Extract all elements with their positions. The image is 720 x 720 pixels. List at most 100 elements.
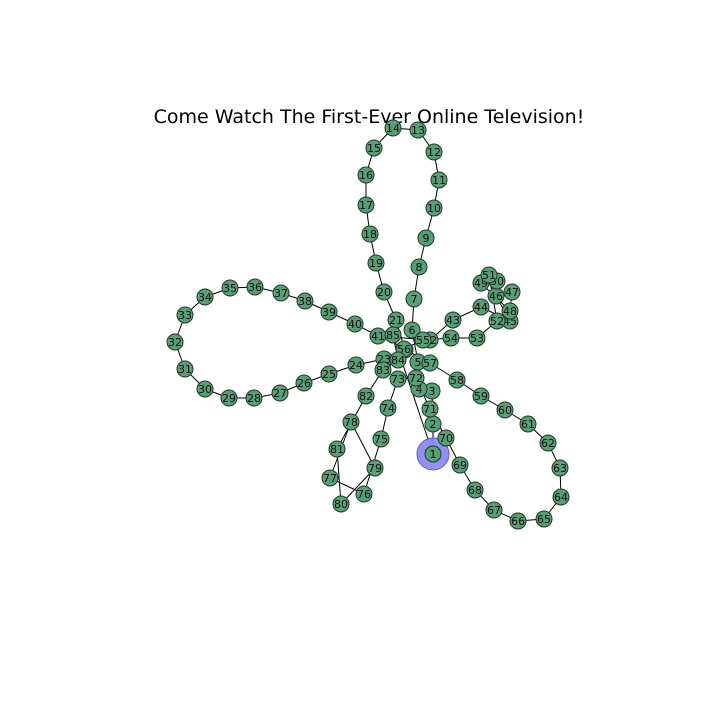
node-label-21: 21 <box>389 314 403 327</box>
edge-80-81 <box>336 448 342 505</box>
node-label-55: 55 <box>416 334 430 347</box>
node-label-18: 18 <box>363 228 377 241</box>
node-label-29: 29 <box>222 392 236 405</box>
node-62 <box>539 434 557 452</box>
node-29 <box>220 389 238 407</box>
node-label-66: 66 <box>511 515 525 528</box>
node-35 <box>221 279 239 297</box>
node-label-36: 36 <box>248 281 262 294</box>
node-31 <box>176 360 194 378</box>
node-84 <box>389 351 407 369</box>
node-label-43: 43 <box>446 314 460 327</box>
node-label-69: 69 <box>453 459 467 472</box>
node-label-26: 26 <box>297 377 311 390</box>
node-label-3: 3 <box>429 385 436 398</box>
node-47 <box>503 283 521 301</box>
node-30 <box>196 380 214 398</box>
node-24 <box>347 356 365 374</box>
node-43 <box>444 311 462 329</box>
node-20 <box>375 283 393 301</box>
node-8 <box>410 258 428 276</box>
node-80 <box>332 495 350 513</box>
node-11 <box>430 171 448 189</box>
node-label-38: 38 <box>298 295 312 308</box>
node-layer: 1234567891011121314151617181920212223242… <box>166 119 570 530</box>
node-label-74: 74 <box>381 402 395 415</box>
node-label-33: 33 <box>178 309 192 322</box>
node-label-39: 39 <box>322 306 336 319</box>
node-label-14: 14 <box>386 122 400 135</box>
node-44 <box>472 298 490 316</box>
node-77 <box>321 469 339 487</box>
node-label-75: 75 <box>374 433 388 446</box>
node-70 <box>437 429 455 447</box>
node-label-27: 27 <box>273 387 287 400</box>
node-13 <box>409 121 427 139</box>
node-32 <box>166 333 184 351</box>
node-label-40: 40 <box>348 318 362 331</box>
node-label-2: 2 <box>430 418 437 431</box>
node-label-19: 19 <box>369 257 383 270</box>
node-label-65: 65 <box>537 513 551 526</box>
node-label-35: 35 <box>223 282 237 295</box>
node-75 <box>372 430 390 448</box>
node-label-73: 73 <box>391 373 405 386</box>
node-label-77: 77 <box>323 472 337 485</box>
node-label-64: 64 <box>554 491 568 504</box>
node-14 <box>384 119 402 137</box>
node-label-53: 53 <box>470 332 484 345</box>
node-label-8: 8 <box>416 261 423 274</box>
node-label-44: 44 <box>474 301 488 314</box>
node-label-37: 37 <box>274 287 288 300</box>
node-label-60: 60 <box>498 404 512 417</box>
node-label-79: 79 <box>368 462 382 475</box>
node-label-48: 48 <box>503 305 517 318</box>
node-16 <box>357 166 375 184</box>
node-79 <box>366 459 384 477</box>
node-28 <box>245 389 263 407</box>
node-label-76: 76 <box>357 488 371 501</box>
node-12 <box>425 143 443 161</box>
node-18 <box>361 225 379 243</box>
node-65 <box>535 510 553 528</box>
node-label-83: 83 <box>376 364 390 377</box>
node-78 <box>342 413 360 431</box>
node-19 <box>367 254 385 272</box>
node-label-58: 58 <box>450 374 464 387</box>
node-label-54: 54 <box>444 332 458 345</box>
node-64 <box>552 488 570 506</box>
node-label-1: 1 <box>430 448 437 461</box>
node-label-30: 30 <box>198 383 212 396</box>
node-label-70: 70 <box>439 432 453 445</box>
node-label-78: 78 <box>344 416 358 429</box>
node-label-46: 46 <box>489 290 503 303</box>
node-67 <box>485 501 503 519</box>
node-34 <box>196 288 214 306</box>
node-61 <box>519 415 537 433</box>
node-36 <box>246 278 264 296</box>
node-74 <box>379 399 397 417</box>
node-label-7: 7 <box>411 293 418 306</box>
node-69 <box>451 456 469 474</box>
node-label-12: 12 <box>427 146 441 159</box>
node-63 <box>551 459 569 477</box>
node-57 <box>421 354 439 372</box>
node-label-61: 61 <box>521 418 535 431</box>
node-label-81: 81 <box>330 443 344 456</box>
node-label-4: 4 <box>416 383 423 396</box>
node-52 <box>488 312 506 330</box>
node-82 <box>357 387 375 405</box>
node-label-11: 11 <box>432 174 446 187</box>
node-label-5: 5 <box>415 356 422 369</box>
node-85 <box>384 326 402 344</box>
node-72 <box>407 369 425 387</box>
node-17 <box>357 196 375 214</box>
node-label-25: 25 <box>322 368 336 381</box>
node-label-85: 85 <box>386 329 400 342</box>
node-label-68: 68 <box>468 484 482 497</box>
node-76 <box>355 485 373 503</box>
node-label-71: 71 <box>423 403 437 416</box>
node-9 <box>417 229 435 247</box>
node-label-16: 16 <box>359 169 373 182</box>
